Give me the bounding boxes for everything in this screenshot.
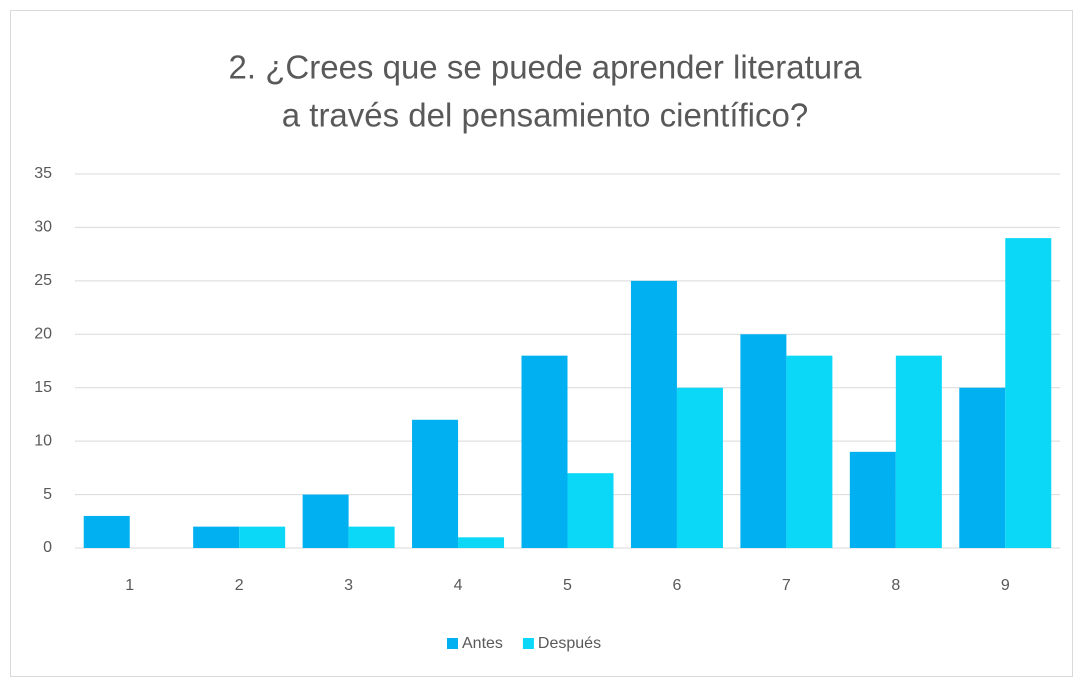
x-tick-label: 4 <box>454 577 463 594</box>
bar <box>1005 238 1052 548</box>
x-tick-label: 9 <box>1001 577 1010 594</box>
chart-title: 2. ¿Crees que se puede aprender literatu… <box>229 49 863 86</box>
bar <box>193 526 240 548</box>
bar <box>239 526 286 548</box>
bar <box>458 537 505 548</box>
y-tick-label: 25 <box>34 272 52 289</box>
bar <box>83 515 130 548</box>
y-tick-label: 30 <box>34 219 52 236</box>
chart-title: a través del pensamiento científico? <box>282 97 808 134</box>
x-tick-label: 3 <box>344 577 353 594</box>
x-tick-label: 8 <box>891 577 900 594</box>
bar <box>302 494 349 548</box>
bar <box>849 451 896 548</box>
y-tick-label: 20 <box>34 326 52 343</box>
bar <box>630 280 677 548</box>
bar <box>959 387 1006 548</box>
bar <box>740 334 787 548</box>
y-tick-label: 10 <box>34 432 52 449</box>
x-tick-label: 1 <box>125 577 134 594</box>
x-tick-label: 7 <box>782 577 791 594</box>
legend-label: Antes <box>462 635 503 652</box>
bar <box>567 473 614 548</box>
bar <box>348 526 395 548</box>
y-tick-label: 35 <box>34 165 52 182</box>
x-tick-label: 5 <box>563 577 572 594</box>
legend-swatch <box>447 638 458 649</box>
bar <box>412 419 459 548</box>
legend-swatch <box>522 638 534 649</box>
x-tick-label: 2 <box>235 577 244 594</box>
y-tick-label: 15 <box>34 379 52 396</box>
bar <box>786 355 833 548</box>
y-tick-label: 5 <box>43 486 52 503</box>
bar <box>521 355 568 548</box>
x-tick-label: 6 <box>672 577 681 594</box>
y-tick-label: 0 <box>43 539 52 556</box>
chart-frame <box>10 10 1073 677</box>
legend-label: Después <box>538 635 601 652</box>
bar <box>676 387 723 548</box>
bar <box>895 355 942 548</box>
